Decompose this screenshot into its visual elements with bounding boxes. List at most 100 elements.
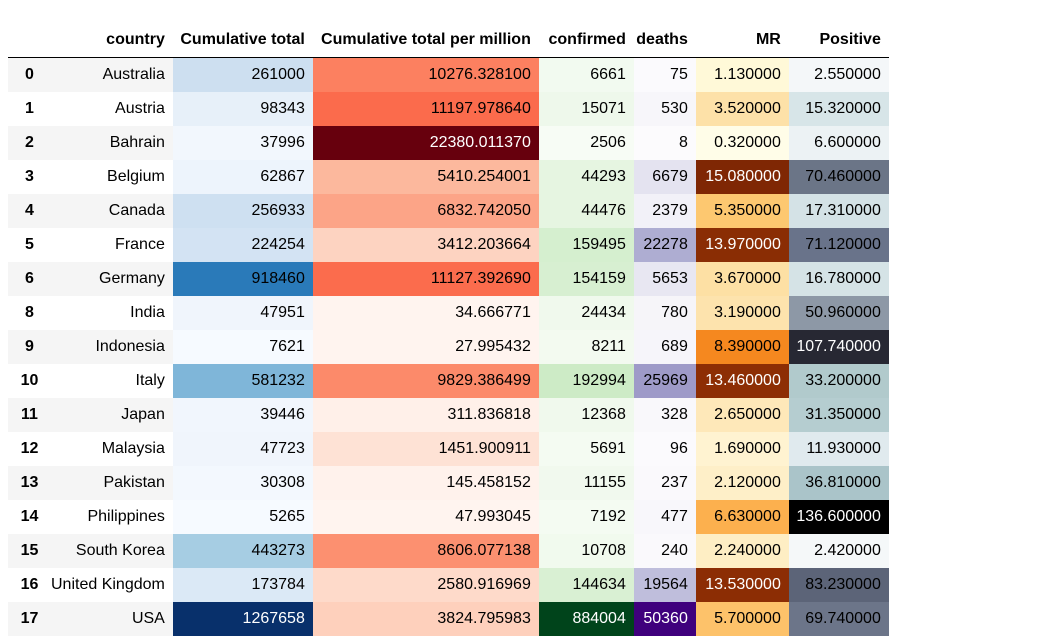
cell-mr: 8.390000: [695, 330, 789, 364]
cell-mr: 2.650000: [695, 398, 789, 432]
row-index: 14: [8, 500, 51, 534]
cell-deaths: 240: [633, 534, 696, 568]
cell-mr: 3.520000: [695, 92, 789, 126]
cell-deaths: 22278: [633, 228, 696, 262]
row-index: 17: [8, 602, 51, 636]
dataframe-table: country Cumulative total Cumulative tota…: [8, 23, 889, 636]
cell-positive: 83.230000: [788, 568, 889, 602]
cell-country: South Korea: [51, 534, 173, 568]
index-header: [8, 23, 51, 58]
table-row: 8 India 47951 34.666771 24434 780 3.190000 50.9…: [8, 296, 889, 330]
cell-positive: 36.810000: [788, 466, 889, 500]
cell-positive: 107.740000: [788, 330, 889, 364]
cell-confirmed: 6661: [538, 57, 634, 92]
cell-mr: 13.530000: [695, 568, 789, 602]
cell-positive: 50.960000: [788, 296, 889, 330]
cell-positive: 15.320000: [788, 92, 889, 126]
cell-deaths: 50360: [633, 602, 696, 636]
row-index: 9: [8, 330, 51, 364]
cell-positive: 2.550000: [788, 57, 889, 92]
table-row: 13 Pakistan 30308 145.458152 11155 237 2.12000…: [8, 466, 889, 500]
cell-deaths: 8: [633, 126, 696, 160]
header-row: country Cumulative total Cumulative tota…: [8, 23, 889, 58]
cell-cumulative-per-million: 6832.742050: [312, 194, 539, 228]
cell-cumulative-per-million: 3412.203664: [312, 228, 539, 262]
cell-mr: 13.460000: [695, 364, 789, 398]
cell-cumulative-per-million: 8606.077138: [312, 534, 539, 568]
cell-cumulative-total: 443273: [172, 534, 313, 568]
cell-confirmed: 144634: [538, 568, 634, 602]
cell-confirmed: 154159: [538, 262, 634, 296]
row-index: 11: [8, 398, 51, 432]
row-index: 5: [8, 228, 51, 262]
cell-cumulative-total: 37996: [172, 126, 313, 160]
cell-cumulative-total: 47723: [172, 432, 313, 466]
cell-mr: 5.700000: [695, 602, 789, 636]
cell-mr: 5.350000: [695, 194, 789, 228]
cell-deaths: 780: [633, 296, 696, 330]
cell-positive: 2.420000: [788, 534, 889, 568]
cell-confirmed: 24434: [538, 296, 634, 330]
cell-cumulative-per-million: 145.458152: [312, 466, 539, 500]
cell-country: Bahrain: [51, 126, 173, 160]
cell-confirmed: 10708: [538, 534, 634, 568]
cell-country: United Kingdom: [51, 568, 173, 602]
row-index: 16: [8, 568, 51, 602]
cell-mr: 0.320000: [695, 126, 789, 160]
column-header-country: country: [51, 23, 173, 58]
cell-confirmed: 5691: [538, 432, 634, 466]
cell-mr: 1.690000: [695, 432, 789, 466]
table-row: 11 Japan 39446 311.836818 12368 328 2.650000 31…: [8, 398, 889, 432]
cell-confirmed: 2506: [538, 126, 634, 160]
cell-cumulative-total: 62867: [172, 160, 313, 194]
cell-cumulative-total: 261000: [172, 57, 313, 92]
row-index: 13: [8, 466, 51, 500]
cell-mr: 2.240000: [695, 534, 789, 568]
cell-cumulative-total: 581232: [172, 364, 313, 398]
cell-cumulative-total: 98343: [172, 92, 313, 126]
cell-cumulative-per-million: 1451.900911: [312, 432, 539, 466]
cell-positive: 31.350000: [788, 398, 889, 432]
cell-cumulative-per-million: 11197.978640: [312, 92, 539, 126]
cell-country: Japan: [51, 398, 173, 432]
cell-country: Indonesia: [51, 330, 173, 364]
cell-positive: 6.600000: [788, 126, 889, 160]
cell-country: India: [51, 296, 173, 330]
cell-confirmed: 12368: [538, 398, 634, 432]
cell-cumulative-per-million: 5410.254001: [312, 160, 539, 194]
cell-deaths: 6679: [633, 160, 696, 194]
cell-deaths: 25969: [633, 364, 696, 398]
table-row: 3 Belgium 62867 5410.254001 44293 6679 15.0800…: [8, 160, 889, 194]
cell-cumulative-per-million: 3824.795983: [312, 602, 539, 636]
cell-cumulative-total: 39446: [172, 398, 313, 432]
cell-deaths: 19564: [633, 568, 696, 602]
table-row: 5 France 224254 3412.203664 159495 22278 13.97…: [8, 228, 889, 262]
row-index: 10: [8, 364, 51, 398]
cell-mr: 15.080000: [695, 160, 789, 194]
column-header-mr: MR: [695, 23, 789, 58]
table-row: 9 Indonesia 7621 27.995432 8211 689 8.390000 10…: [8, 330, 889, 364]
cell-cumulative-per-million: 9829.386499: [312, 364, 539, 398]
cell-country: USA: [51, 602, 173, 636]
cell-cumulative-total: 256933: [172, 194, 313, 228]
cell-deaths: 237: [633, 466, 696, 500]
table-row: 2 Bahrain 37996 22380.011370 2506 8 0.320000 6.…: [8, 126, 889, 160]
table-row: 1 Austria 98343 11197.978640 15071 530 3.52000…: [8, 92, 889, 126]
cell-cumulative-per-million: 22380.011370: [312, 126, 539, 160]
cell-confirmed: 44476: [538, 194, 634, 228]
row-index: 0: [8, 57, 51, 92]
cell-cumulative-per-million: 27.995432: [312, 330, 539, 364]
cell-mr: 6.630000: [695, 500, 789, 534]
cell-positive: 16.780000: [788, 262, 889, 296]
cell-positive: 69.740000: [788, 602, 889, 636]
table-row: 10 Italy 581232 9829.386499 192994 25969 13.46…: [8, 364, 889, 398]
cell-deaths: 689: [633, 330, 696, 364]
cell-country: Australia: [51, 57, 173, 92]
cell-cumulative-per-million: 10276.328100: [312, 57, 539, 92]
cell-mr: 13.970000: [695, 228, 789, 262]
cell-deaths: 96: [633, 432, 696, 466]
column-header-deaths: deaths: [633, 23, 696, 58]
column-header-cumulative-per-million: Cumulative total per million: [312, 23, 539, 58]
cell-positive: 70.460000: [788, 160, 889, 194]
cell-country: Malaysia: [51, 432, 173, 466]
